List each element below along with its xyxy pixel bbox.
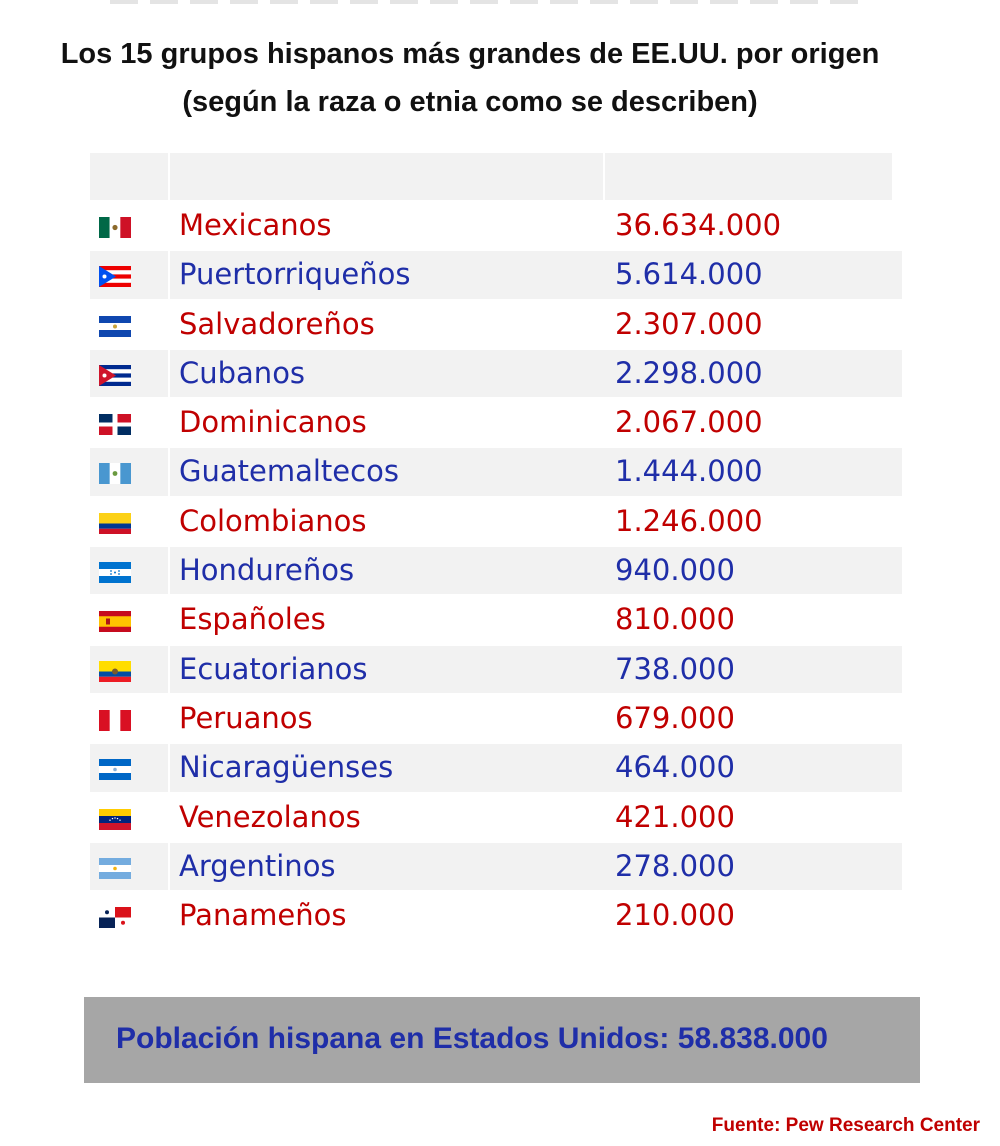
group-name: Hondureños: [170, 547, 612, 595]
dominican-republic-flag-icon: [99, 414, 131, 436]
flag-cell: [90, 547, 168, 595]
table-row: Mexicanos 36.634.000: [90, 202, 892, 251]
group-name: Guatemaltecos: [170, 448, 612, 496]
table-header-row: [90, 153, 892, 202]
mexico-flag-icon: [99, 217, 131, 238]
header-cell-flag: [90, 153, 168, 200]
table-row: Dominicanos 2.067.000: [90, 399, 892, 448]
table-row: Ecuatorianos 738.000: [90, 645, 902, 695]
flag-cell: [90, 744, 168, 792]
population-value: 2.298.000: [605, 349, 902, 398]
table-row: Españoles 810.000: [90, 596, 892, 645]
table-row: Venezolanos 421.000: [90, 794, 892, 843]
total-banner: Población hispana en Estados Unidos: 58.…: [84, 997, 920, 1083]
population-value: 1.444.000: [605, 448, 902, 496]
group-name: Salvadoreños: [179, 306, 375, 341]
flag-cell: [90, 301, 168, 348]
puerto-rico-flag-icon: [99, 266, 131, 288]
flag-cell: [90, 498, 168, 545]
group-name: Puertorriqueños: [170, 251, 612, 299]
table-row: Puertorriqueños 5.614.000: [90, 251, 902, 300]
group-name: Colombianos: [179, 503, 367, 538]
flag-cell: [90, 399, 168, 446]
table-row: Nicaragüenses 464.000: [90, 744, 902, 793]
flag-cell: [90, 842, 168, 891]
table-row: Peruanos 679.000: [90, 695, 892, 744]
group-name: Argentinos: [170, 842, 612, 891]
chart-subtitle: (según la raza o etnia como se describen…: [182, 86, 758, 118]
table-row: Panameños 210.000: [90, 892, 892, 941]
flag-cell: [90, 349, 168, 398]
cropped-header-remnant: [110, 0, 870, 4]
flag-cell: [90, 794, 168, 841]
population-value: 738.000: [605, 645, 902, 693]
cuba-flag-icon: [99, 364, 131, 386]
argentina-flag-icon: [99, 857, 131, 879]
flag-cell: [90, 892, 168, 939]
table-row: Hondureños 940.000: [90, 547, 902, 596]
guatemala-flag-icon: [99, 463, 131, 485]
population-value: 940.000: [605, 547, 902, 595]
flag-cell: [90, 695, 168, 742]
group-name: Ecuatorianos: [170, 645, 612, 693]
population-value: 2.067.000: [615, 405, 763, 440]
table-row: Cubanos 2.298.000: [90, 349, 902, 399]
group-name: Venezolanos: [179, 799, 361, 834]
population-value: 421.000: [615, 799, 735, 834]
table-row: Argentinos 278.000: [90, 842, 902, 892]
flag-cell: [90, 596, 168, 643]
population-value: 810.000: [615, 602, 735, 637]
spain-flag-icon: [99, 611, 131, 633]
table-row: Guatemaltecos 1.444.000: [90, 448, 902, 497]
el-salvador-flag-icon: [99, 315, 131, 337]
population-value: 5.614.000: [605, 251, 902, 299]
nicaragua-flag-icon: [99, 759, 131, 781]
peru-flag-icon: [99, 709, 131, 731]
chart-title: Los 15 grupos hispanos más grandes de EE…: [60, 38, 880, 70]
group-name: Dominicanos: [179, 405, 367, 440]
group-name: Cubanos: [170, 349, 612, 398]
population-value: 2.307.000: [615, 306, 763, 341]
flag-cell: [90, 251, 168, 299]
population-value: 278.000: [605, 842, 902, 891]
group-name: Panameños: [179, 898, 347, 933]
population-value: 679.000: [615, 700, 735, 735]
population-value: 464.000: [605, 744, 902, 792]
group-name: Peruanos: [179, 700, 313, 735]
panama-flag-icon: [99, 907, 131, 929]
source-label: Fuente: Pew Research Center: [711, 1115, 980, 1136]
population-table: Mexicanos 36.634.000 Puertorriqueños 5.614.…: [90, 153, 902, 941]
header-cell-group: [170, 153, 603, 200]
ecuador-flag-icon: [99, 660, 131, 682]
total-population-label: Población hispana en Estados Unidos: 58.…: [116, 1022, 828, 1055]
header-cell-population: [605, 153, 892, 200]
flag-cell: [90, 202, 168, 249]
population-value: 210.000: [615, 898, 735, 933]
venezuela-flag-icon: [99, 808, 131, 830]
population-value: 1.246.000: [615, 503, 763, 538]
flag-cell: [90, 645, 168, 693]
group-name: Mexicanos: [179, 208, 332, 242]
flag-cell: [90, 448, 168, 496]
colombia-flag-icon: [99, 512, 131, 534]
group-name: Nicaragüenses: [170, 744, 612, 792]
honduras-flag-icon: [99, 562, 131, 584]
table-row: Colombianos 1.246.000: [90, 498, 892, 547]
population-value: 36.634.000: [615, 208, 782, 242]
table-row: Salvadoreños 2.307.000: [90, 301, 892, 350]
group-name: Españoles: [179, 602, 326, 637]
